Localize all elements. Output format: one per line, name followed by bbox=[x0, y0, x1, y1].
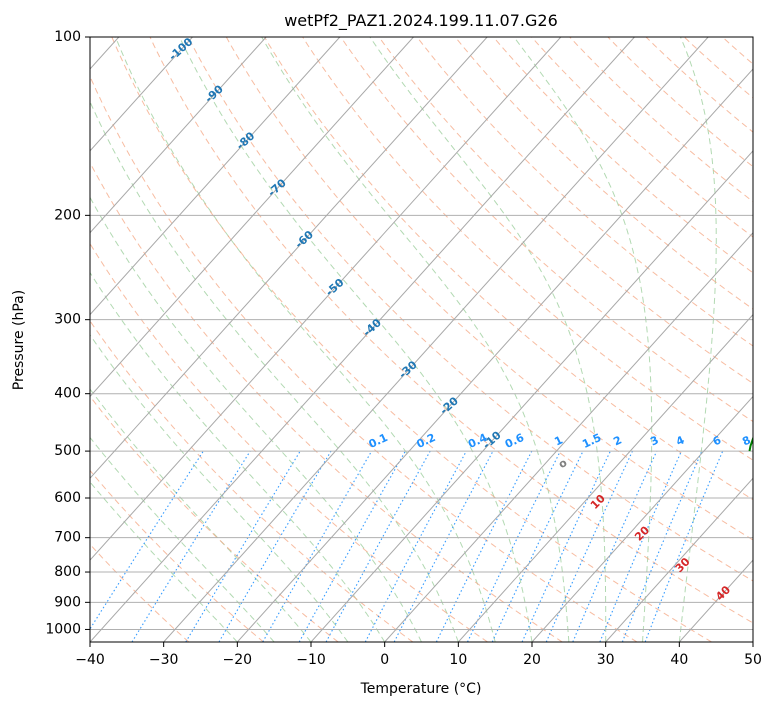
y-tick-label: 100 bbox=[54, 29, 81, 45]
dry-adiabat bbox=[531, 37, 753, 238]
dry-adiabat bbox=[340, 37, 753, 423]
x-tick-label: −40 bbox=[75, 652, 105, 668]
moist-adiabat bbox=[90, 100, 459, 642]
dry-adiabat bbox=[90, 395, 339, 642]
dry-adiabat bbox=[225, 37, 753, 541]
dry-adiabat bbox=[264, 37, 753, 501]
dry-adiabat bbox=[416, 37, 753, 347]
y-axis-label: Pressure (hPa) bbox=[11, 290, 27, 390]
dry-adiabat bbox=[187, 37, 753, 582]
y-tick-label: 700 bbox=[54, 530, 81, 546]
x-tick-label: 40 bbox=[670, 652, 688, 668]
mixing-ratio-line bbox=[364, 450, 467, 642]
x-axis: −40 −30 −20 −10 0 10 20 30 40 50 bbox=[75, 642, 762, 668]
moist-adiabat bbox=[90, 334, 349, 642]
y-tick-label: 900 bbox=[54, 594, 81, 610]
x-tick-label: 10 bbox=[449, 652, 467, 668]
isotherm-gridline bbox=[90, 37, 267, 234]
x-tick-label: −20 bbox=[223, 652, 253, 668]
y-tick-label: 200 bbox=[54, 207, 81, 223]
moist-adiabat bbox=[90, 271, 386, 642]
mixing-ratio-line bbox=[621, 450, 703, 642]
isobar-gridlines bbox=[90, 37, 753, 630]
y-axis: 100 200 300 400 500 600 700 800 900 1000 bbox=[45, 29, 90, 637]
dry-adiabat bbox=[378, 37, 753, 385]
isotherm-gridline bbox=[457, 313, 753, 642]
mixing-ratio-line bbox=[599, 450, 682, 642]
dry-adiabat bbox=[149, 37, 753, 624]
isotherm-gridline bbox=[163, 37, 709, 642]
y-tick-label: 600 bbox=[54, 490, 81, 506]
isotherm-gridline bbox=[384, 231, 753, 642]
x-tick-label: −10 bbox=[296, 652, 326, 668]
dry-adiabats bbox=[90, 37, 753, 642]
x-tick-label: 20 bbox=[523, 652, 541, 668]
dry-adiabat bbox=[90, 75, 638, 642]
x-tick-label: 50 bbox=[744, 652, 762, 668]
moist-adiabat bbox=[513, 37, 653, 642]
chart-title: wetPf2_PAZ1.2024.199.11.07.G26 bbox=[284, 11, 558, 31]
isotherm-gridline bbox=[310, 150, 753, 642]
isotherm-gridline bbox=[90, 37, 341, 316]
isotherm-gridline bbox=[90, 37, 562, 561]
dry-adiabat bbox=[111, 37, 712, 642]
isotherm-gridline bbox=[90, 37, 414, 398]
plot-area: -100-90-80-70-60-50-40-30-20-100.1 0.2 0.4… bbox=[90, 37, 753, 642]
isotherm-gridline bbox=[236, 68, 753, 642]
mixing-ratio-line bbox=[572, 450, 658, 642]
mixing-ratio-line bbox=[90, 450, 204, 630]
moist-adiabat bbox=[90, 436, 275, 642]
isotherm-gridline bbox=[90, 37, 635, 642]
isotherm-gridline bbox=[605, 477, 753, 642]
y-tick-label: 500 bbox=[54, 443, 81, 459]
isotherm-gridline bbox=[90, 37, 193, 152]
moist-adiabat bbox=[369, 37, 607, 642]
mixing-ratio-line bbox=[435, 450, 533, 642]
dry-adiabat bbox=[90, 161, 563, 642]
moist-adiabat bbox=[115, 37, 496, 642]
mixing-ratio-line bbox=[298, 450, 406, 642]
isotherm-gridlines bbox=[90, 37, 753, 642]
plot-frame bbox=[89, 36, 754, 643]
x-tick-label: −30 bbox=[149, 652, 179, 668]
dry-adiabat bbox=[90, 242, 488, 642]
mixing-ratio-line bbox=[325, 450, 431, 642]
moist-adiabat bbox=[90, 481, 238, 642]
y-tick-label: 400 bbox=[54, 386, 81, 402]
x-tick-label: 0 bbox=[380, 652, 389, 668]
x-tick-label: 30 bbox=[597, 652, 615, 668]
mixing-ratio-line bbox=[644, 450, 724, 642]
moist-adiabat bbox=[261, 37, 570, 642]
dry-adiabat bbox=[90, 320, 414, 642]
y-tick-label: 800 bbox=[54, 564, 81, 580]
y-tick-label: 1000 bbox=[45, 621, 81, 637]
dry-adiabat bbox=[493, 37, 753, 274]
mixing-ratio-line bbox=[545, 450, 633, 642]
isotherm-gridline bbox=[531, 395, 753, 642]
y-tick-label: 300 bbox=[54, 312, 81, 328]
x-axis-label: Temperature (°C) bbox=[360, 681, 482, 697]
isotherm-gridline bbox=[90, 37, 488, 480]
moist-adiabat bbox=[179, 37, 533, 642]
